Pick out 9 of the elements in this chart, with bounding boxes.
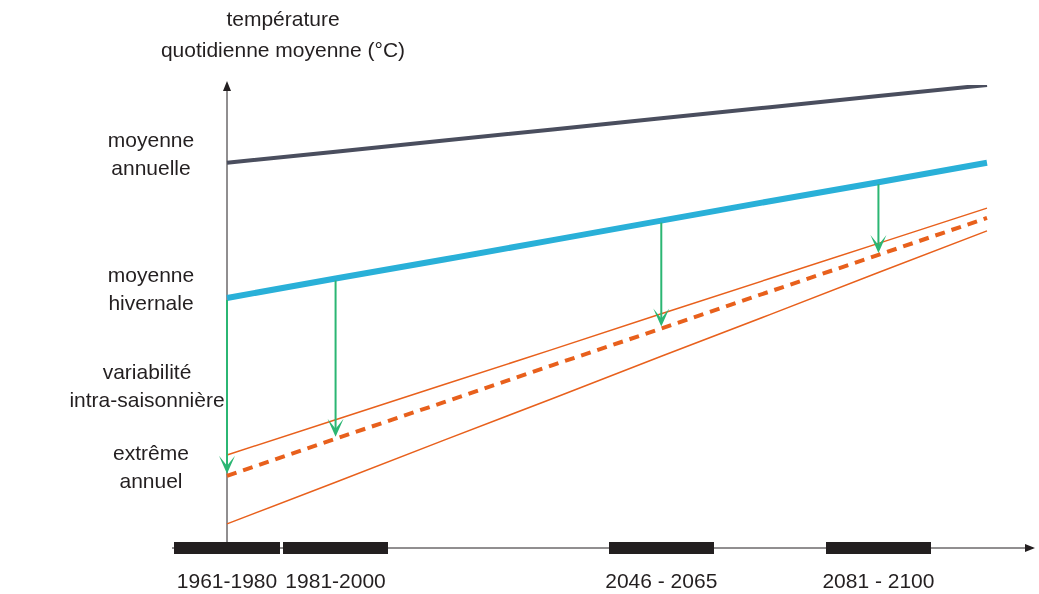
x-tick-label: 1981-2000 — [285, 568, 386, 592]
x-tick-label: 2081 - 2100 — [822, 568, 935, 592]
series-label: moyenne hivernale — [107, 262, 195, 314]
series-label: moyenne annuelle — [107, 127, 195, 179]
y-axis-title: température quotidienne moyenne (°C) — [160, 6, 406, 61]
series-label: extrême annuel — [113, 440, 189, 492]
annotation: variabilité intra-saisonnière — [69, 359, 225, 411]
x-tick-label: 2046 - 2065 — [605, 568, 718, 592]
x-tick-label: 1961-1980 — [176, 568, 278, 592]
